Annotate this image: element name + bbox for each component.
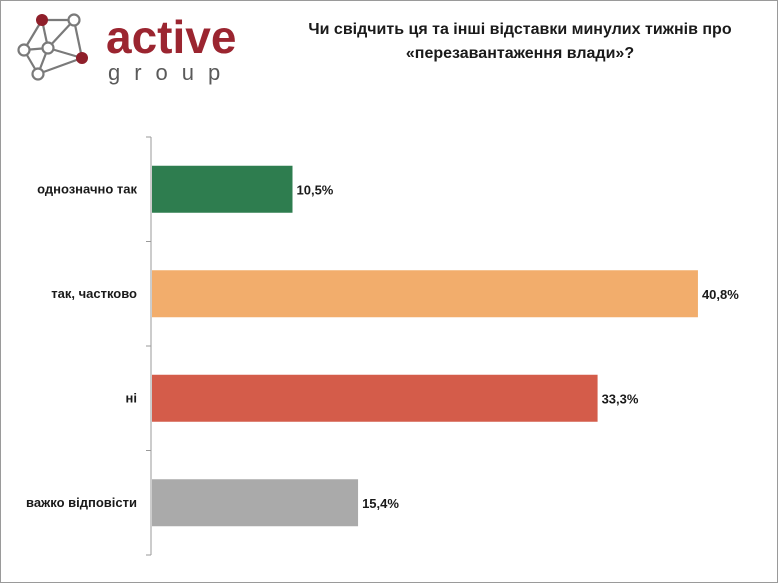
- category-label-2: так, частково: [51, 286, 137, 301]
- logo-subword: group: [108, 60, 235, 85]
- chart-title-line-1: Чи свідчить ця та інші відставки минулих…: [308, 21, 732, 38]
- logo-network-icon: [17, 13, 88, 81]
- value-label-4: 15,4%: [362, 496, 399, 511]
- category-label-3: ні: [126, 390, 137, 405]
- category-label-1: однозначно так: [37, 181, 137, 196]
- chart-title-line-2: «перезавантаження влади»?: [405, 45, 635, 62]
- bar-1: [152, 165, 293, 213]
- bar-4: [152, 479, 359, 527]
- logo: active group: [8, 8, 238, 88]
- bar-2: [152, 270, 698, 318]
- logo-word: active: [106, 11, 237, 63]
- category-label-4: важко відповісти: [26, 495, 137, 510]
- value-label-3: 33,3%: [602, 391, 639, 406]
- value-label-2: 40,8%: [702, 287, 739, 302]
- value-label-1: 10,5%: [297, 182, 334, 197]
- chart-title: Чи свідчить ця та інші відставки минулих…: [260, 18, 780, 66]
- bar-3: [152, 374, 598, 422]
